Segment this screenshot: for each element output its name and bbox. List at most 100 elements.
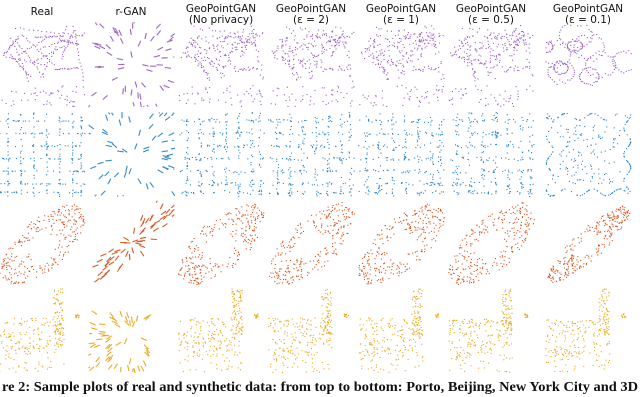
sample-point [626,52,627,53]
sample-point [188,100,189,101]
sample-point [274,55,275,56]
sample-point [65,237,66,238]
sample-point [430,40,431,41]
sample-point [566,146,567,147]
sample-point [138,93,139,94]
sample-point [598,137,599,138]
sample-point [6,279,7,280]
sample-point [122,242,123,243]
sample-point [289,114,290,115]
sample-point [409,134,410,135]
sample-point [188,193,189,194]
sample-point [34,133,35,134]
sample-point [159,112,160,113]
sample-point [201,257,202,258]
sample-point [196,245,197,246]
sample-point [256,33,257,34]
sample-point [191,192,192,193]
sample-point [124,242,125,243]
sample-point [80,155,81,156]
sample-point [507,177,508,178]
sample-plot [2,26,85,107]
sample-point [349,57,350,58]
sample-point [475,78,476,79]
sample-point [220,219,221,220]
sample-point [394,180,395,181]
sample-point [116,251,117,252]
sample-point [1,192,2,193]
sample-point [315,149,316,150]
sample-point [624,190,625,191]
sample-point [516,44,517,45]
sample-point [343,193,344,194]
sample-point [41,183,42,184]
sample-point [104,254,105,255]
sample-point [404,47,405,48]
sample-point [168,49,169,50]
sample-point [114,79,115,80]
sample-point [39,266,40,267]
sample-plot [0,204,85,284]
sample-point [238,158,239,159]
sample-point [137,241,138,242]
sample-point [60,183,61,184]
sample-point [247,144,248,145]
sample-point [195,61,196,62]
sample-point [432,161,433,162]
sample-point [531,152,532,153]
sample-point [496,135,497,136]
sample-point [34,45,35,46]
sample-point [16,281,17,282]
sample-point [73,121,74,122]
sample-point [28,100,29,101]
sample-point [222,134,223,135]
sample-point [548,52,549,53]
sample-point [2,268,3,269]
sample-point [187,51,188,52]
sample-point [259,194,260,195]
sample-point [475,59,476,60]
sample-point [30,60,31,61]
sample-point [113,253,114,254]
sample-point [99,44,100,45]
sample-point [223,67,224,68]
sample-point [567,69,568,70]
sample-point [367,169,368,170]
sample-point [560,61,561,62]
sample-point [63,214,64,215]
sample-point [192,157,193,158]
sample-point [486,48,487,49]
sample-point [97,66,98,67]
sample-point [23,282,24,283]
sample-point [243,69,244,70]
sample-point [247,158,248,159]
sample-point [575,127,576,128]
sample-point [494,56,495,57]
sample-point [331,121,332,122]
sample-point [287,119,288,120]
sample-point [465,89,466,90]
sample-point [328,148,329,149]
sample-point [518,70,519,71]
sample-point [378,60,379,61]
sample-point [198,256,199,257]
sample-point [236,47,237,48]
sample-point [331,45,332,46]
sample-point [327,142,328,143]
sample-point [9,57,10,58]
sample-point [257,94,258,95]
sample-point [27,238,28,239]
sample-point [456,117,457,118]
sample-point [52,36,53,37]
sample-point [35,99,36,100]
sample-point [220,41,221,42]
sample-point [281,171,282,172]
sample-point [557,40,558,41]
sample-point [422,41,423,42]
sample-point [277,124,278,125]
sample-point [170,68,171,69]
sample-point [257,68,258,69]
sample-point [224,146,225,147]
sample-point [160,30,161,31]
sample-point [439,184,440,185]
